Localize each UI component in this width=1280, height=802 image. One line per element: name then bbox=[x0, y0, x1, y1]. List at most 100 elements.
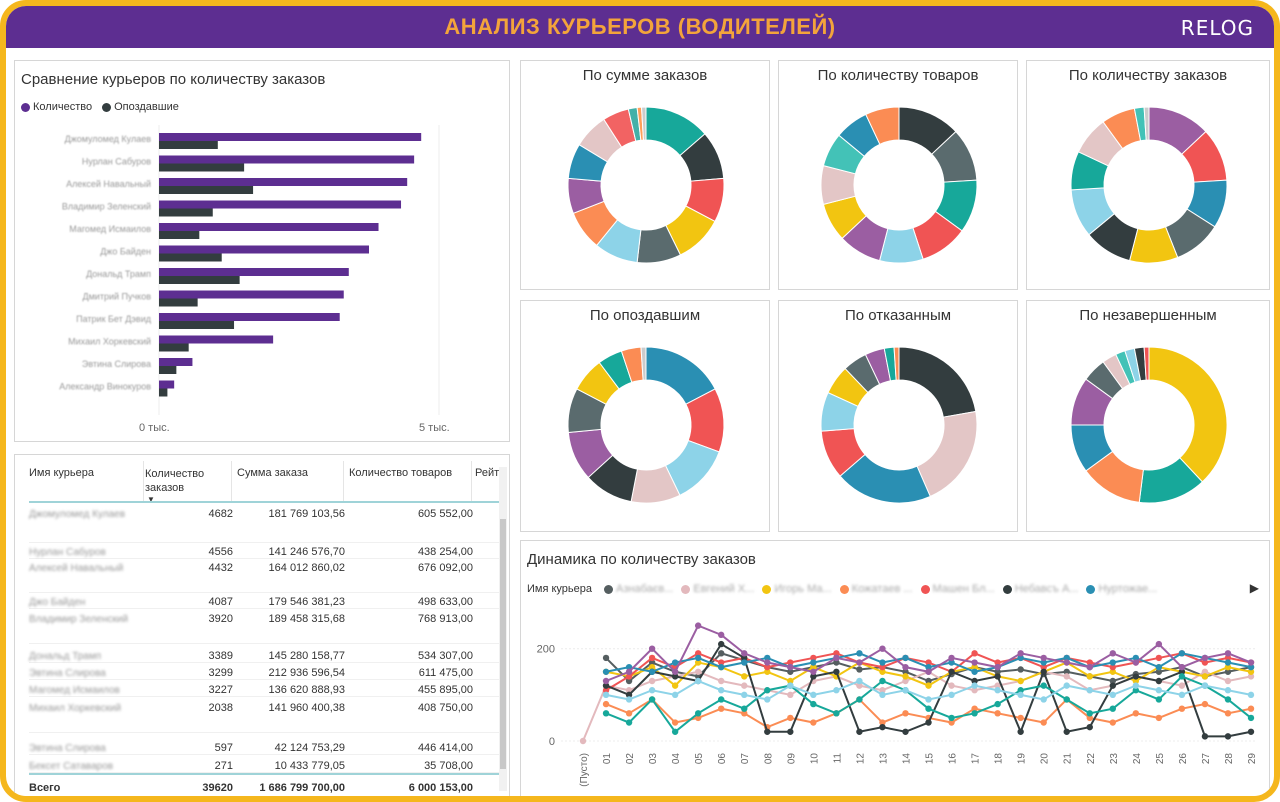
series-point[interactable] bbox=[1132, 677, 1140, 685]
series-point[interactable] bbox=[1178, 705, 1186, 712]
series-point[interactable] bbox=[694, 654, 702, 662]
series-point[interactable] bbox=[925, 668, 932, 675]
donut-slice[interactable] bbox=[1148, 346, 1228, 483]
series-point[interactable] bbox=[1063, 728, 1070, 735]
series-point[interactable] bbox=[648, 687, 656, 694]
series-point[interactable] bbox=[1155, 640, 1163, 648]
series-point[interactable] bbox=[1178, 682, 1186, 689]
series-point[interactable] bbox=[1017, 666, 1024, 673]
series-point[interactable] bbox=[1109, 705, 1116, 712]
series-point[interactable] bbox=[1201, 733, 1209, 740]
table-row[interactable]: Дональд Трамп 3389 145 280 158,77 534 307,0… bbox=[29, 647, 499, 663]
series-point[interactable] bbox=[1247, 668, 1255, 675]
series-point[interactable] bbox=[1086, 710, 1093, 717]
series-point[interactable] bbox=[994, 659, 1001, 666]
series-point[interactable] bbox=[1086, 714, 1093, 722]
series-point[interactable] bbox=[718, 677, 725, 685]
series-point[interactable] bbox=[810, 663, 817, 671]
table-row[interactable]: Алексей Навальный 4432 164 012 860,02 676 0… bbox=[29, 559, 499, 593]
series-point[interactable] bbox=[718, 659, 725, 666]
series-point[interactable] bbox=[648, 696, 656, 703]
series-point[interactable] bbox=[1132, 687, 1140, 694]
series-line[interactable] bbox=[582, 670, 1252, 742]
series-point[interactable] bbox=[1155, 663, 1163, 671]
series-point[interactable] bbox=[948, 659, 955, 666]
series-point[interactable] bbox=[787, 714, 794, 722]
series-point[interactable] bbox=[1224, 650, 1232, 657]
series-point[interactable] bbox=[1017, 714, 1024, 722]
series-point[interactable] bbox=[1132, 682, 1140, 689]
series-point[interactable] bbox=[602, 687, 610, 694]
series-point[interactable] bbox=[1109, 668, 1116, 675]
series-point[interactable] bbox=[948, 691, 955, 699]
series-point[interactable] bbox=[1017, 650, 1024, 657]
series-point[interactable] bbox=[971, 705, 978, 712]
series-point[interactable] bbox=[741, 705, 748, 712]
series-point[interactable] bbox=[787, 682, 794, 689]
bar-late[interactable] bbox=[159, 163, 245, 172]
series-point[interactable] bbox=[671, 682, 679, 689]
series-point[interactable] bbox=[694, 668, 702, 675]
series-point[interactable] bbox=[625, 710, 633, 717]
series-point[interactable] bbox=[833, 654, 840, 662]
series-point[interactable] bbox=[1086, 663, 1093, 671]
series-point[interactable] bbox=[1109, 663, 1116, 671]
table-row[interactable]: Михаил Хоркевский 2038 141 960 400,38 408 7… bbox=[29, 699, 499, 733]
series-point[interactable] bbox=[1224, 696, 1232, 703]
series-point[interactable] bbox=[902, 710, 909, 717]
series-point[interactable] bbox=[764, 659, 771, 666]
bar-late[interactable] bbox=[159, 343, 189, 352]
series-point[interactable] bbox=[971, 710, 978, 717]
series-point[interactable] bbox=[741, 682, 748, 689]
series-point[interactable] bbox=[671, 728, 679, 735]
donut-slice[interactable] bbox=[1143, 106, 1150, 141]
series-point[interactable] bbox=[602, 691, 610, 699]
series-point[interactable] bbox=[856, 659, 863, 666]
table-row[interactable]: Бексет Сатаваров 271 10 433 779,05 35 708,0… bbox=[29, 757, 499, 773]
series-point[interactable] bbox=[856, 666, 863, 673]
scrollbar-thumb[interactable] bbox=[500, 519, 506, 769]
bar-late[interactable] bbox=[159, 321, 235, 329]
series-point[interactable] bbox=[1247, 728, 1255, 735]
series-point[interactable] bbox=[1178, 663, 1186, 671]
donut-slice[interactable] bbox=[1143, 346, 1150, 381]
series-point[interactable] bbox=[971, 659, 978, 666]
series-point[interactable] bbox=[718, 696, 725, 703]
col-header-count[interactable]: Количество заказов bbox=[145, 468, 205, 494]
series-point[interactable] bbox=[856, 696, 863, 703]
series-point[interactable] bbox=[1201, 700, 1209, 708]
series-point[interactable] bbox=[1063, 696, 1070, 703]
series-point[interactable] bbox=[994, 687, 1001, 694]
series-point[interactable] bbox=[718, 663, 725, 671]
series-point[interactable] bbox=[694, 622, 702, 629]
series-point[interactable] bbox=[671, 668, 679, 675]
col-header-name[interactable]: Имя курьера bbox=[29, 467, 94, 479]
series-point[interactable] bbox=[718, 650, 725, 657]
series-point[interactable] bbox=[902, 663, 909, 671]
series-point[interactable] bbox=[694, 710, 702, 717]
series-point[interactable] bbox=[1155, 696, 1163, 703]
bar-count[interactable] bbox=[159, 358, 193, 366]
series-point[interactable] bbox=[625, 696, 633, 703]
line-legend-item[interactable]: Небавсъ А... bbox=[1002, 583, 1078, 595]
series-point[interactable] bbox=[648, 645, 656, 652]
series-point[interactable] bbox=[833, 710, 840, 717]
series-point[interactable] bbox=[1201, 682, 1209, 689]
series-point[interactable] bbox=[1063, 682, 1070, 689]
series-point[interactable] bbox=[1040, 659, 1047, 666]
series-point[interactable] bbox=[1109, 650, 1116, 657]
series-point[interactable] bbox=[1224, 654, 1232, 662]
series-point[interactable] bbox=[1224, 677, 1232, 685]
donut-slice[interactable] bbox=[898, 346, 977, 418]
series-point[interactable] bbox=[741, 659, 748, 666]
series-point[interactable] bbox=[810, 659, 817, 666]
series-point[interactable] bbox=[625, 677, 633, 685]
series-point[interactable] bbox=[902, 687, 909, 694]
donut-slice[interactable] bbox=[865, 106, 900, 145]
series-point[interactable] bbox=[879, 687, 886, 694]
series-point[interactable] bbox=[925, 659, 932, 666]
series-point[interactable] bbox=[810, 691, 817, 699]
series-point[interactable] bbox=[856, 682, 863, 689]
bar-count[interactable] bbox=[159, 335, 274, 344]
series-point[interactable] bbox=[1155, 668, 1163, 675]
